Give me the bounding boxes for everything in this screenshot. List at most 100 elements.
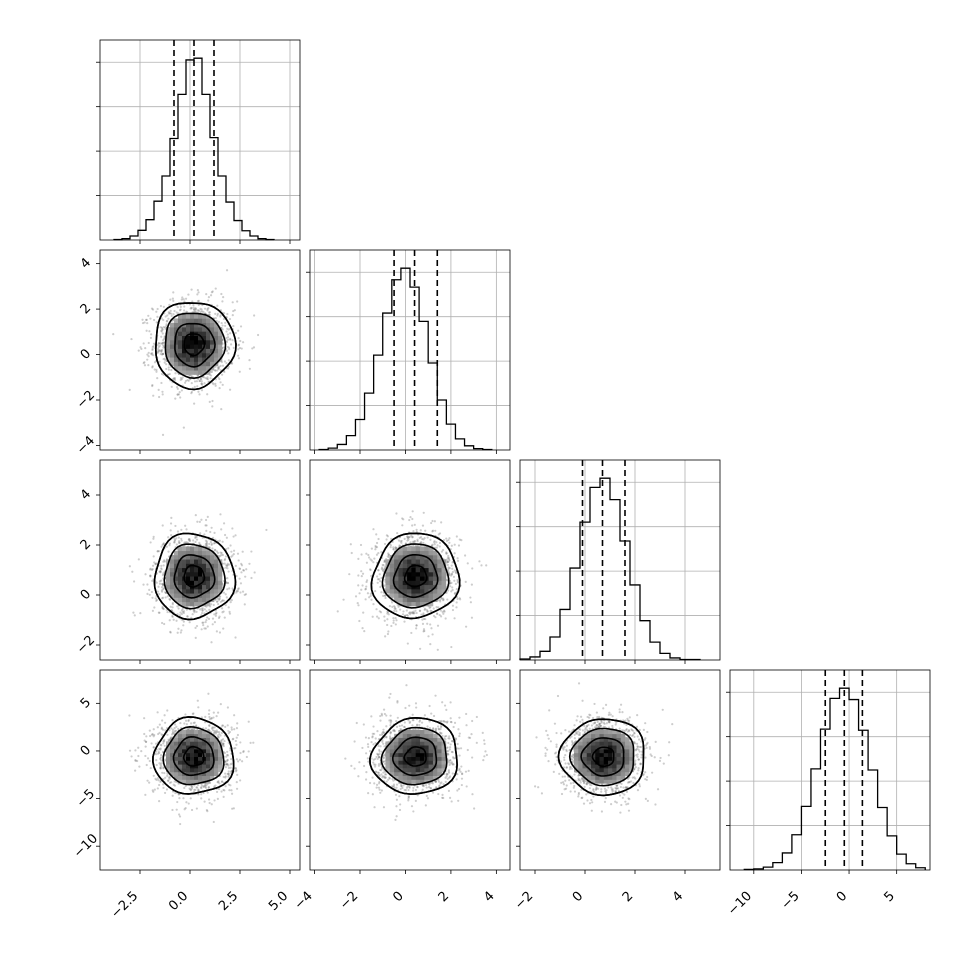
density-cell (415, 550, 421, 556)
sample-point (446, 561, 449, 564)
sample-point (207, 617, 211, 620)
sample-point (379, 611, 383, 614)
sample-point (464, 580, 467, 583)
sample-point (160, 342, 164, 345)
density-cell (428, 584, 434, 590)
sample-point (234, 534, 237, 537)
sample-point (225, 536, 228, 539)
sample-point (193, 402, 196, 405)
density-cell (198, 597, 203, 603)
density-cell (198, 370, 203, 375)
sample-point (147, 314, 150, 317)
sample-point (387, 613, 390, 616)
sample-point (399, 608, 402, 611)
density-cell (432, 550, 438, 556)
sample-point (200, 382, 203, 385)
density-cell (170, 576, 175, 581)
sample-point (416, 540, 419, 543)
density-cell (174, 361, 179, 367)
density-cell (170, 563, 175, 569)
density-cell (389, 559, 395, 564)
density-cell (182, 335, 187, 341)
sample-point (180, 609, 184, 612)
sample-point (163, 337, 166, 340)
sample-point (383, 584, 386, 587)
density-cell (437, 555, 442, 560)
sample-point (403, 537, 406, 540)
sample-point (221, 553, 225, 557)
density-cell (402, 550, 408, 556)
density-cell (198, 340, 203, 345)
density-cell (214, 357, 219, 362)
sample-point (157, 388, 160, 391)
sample-point (162, 542, 165, 545)
sample-point (336, 610, 339, 613)
sample-point (421, 537, 424, 541)
sample-point (242, 569, 246, 572)
sample-point (169, 298, 172, 301)
sample-point (458, 597, 461, 600)
sample-point (358, 592, 361, 595)
sample-point (190, 616, 193, 619)
density-cell (182, 555, 187, 560)
sample-point (190, 390, 193, 394)
sample-point (165, 363, 168, 366)
sample-point (412, 529, 415, 533)
sample-point (200, 607, 203, 610)
sample-point (413, 540, 416, 543)
sample-point (194, 307, 197, 310)
sample-point (139, 612, 142, 615)
sample-point (369, 592, 372, 595)
density-cell (407, 601, 412, 607)
sample-point (156, 351, 159, 355)
sample-point (161, 353, 164, 356)
sample-point (146, 353, 149, 356)
sample-point (160, 372, 164, 375)
sample-point (181, 607, 185, 610)
sample-point (243, 603, 246, 606)
sample-point (425, 608, 428, 611)
density-cell (437, 567, 442, 573)
density-cell (186, 576, 191, 581)
density-cell (174, 318, 179, 324)
sample-point (162, 344, 165, 347)
sample-point (148, 781, 151, 784)
sample-point (413, 523, 416, 526)
density-cell (182, 327, 187, 332)
sample-point (414, 539, 417, 543)
sample-point (365, 561, 369, 564)
sample-point (369, 568, 372, 571)
histogram-panel-0 (96, 39, 301, 241)
sample-point (157, 342, 160, 345)
sample-point (238, 577, 241, 580)
density-cell (186, 584, 191, 590)
sample-point (452, 575, 456, 578)
sample-point (150, 307, 154, 310)
sample-point (202, 624, 205, 627)
sample-point (187, 379, 190, 382)
sample-point (214, 614, 218, 617)
density-cell (415, 580, 421, 586)
sample-point (210, 543, 213, 547)
sample-point (170, 312, 173, 315)
sample-point (200, 380, 203, 383)
sample-point (223, 558, 226, 562)
density-cell (210, 327, 215, 332)
density-cell (420, 563, 425, 569)
sample-point (178, 614, 182, 617)
sample-point (223, 360, 226, 363)
sample-point (448, 559, 451, 562)
density-cell (206, 572, 211, 577)
sample-point (438, 541, 442, 545)
sample-point (455, 535, 458, 538)
density-cell (202, 555, 207, 560)
sample-point (160, 759, 163, 762)
density-cell (194, 348, 199, 354)
sample-point (214, 287, 217, 290)
sample-point (152, 537, 155, 540)
sample-point (169, 522, 173, 525)
sample-point (237, 587, 240, 590)
density-cell (174, 597, 179, 603)
sample-point (216, 304, 219, 307)
density-cell (202, 550, 207, 556)
